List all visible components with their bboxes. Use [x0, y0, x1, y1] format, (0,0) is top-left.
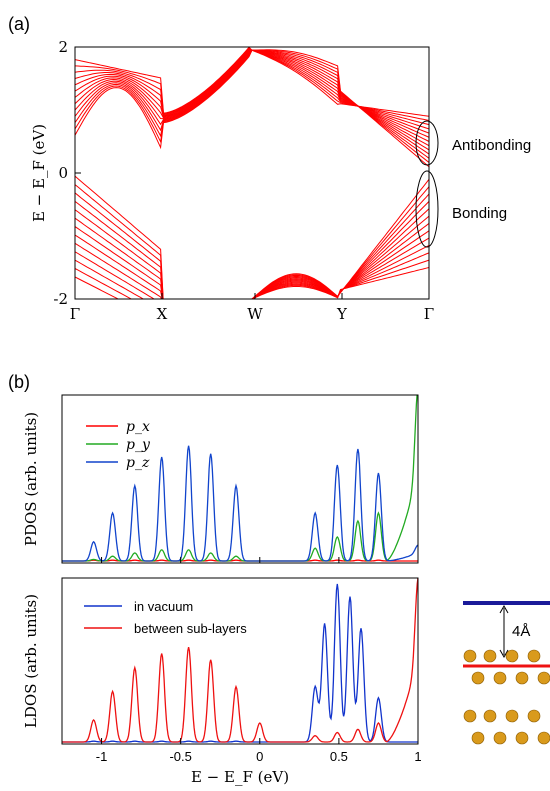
- valence-subband: [75, 223, 429, 299]
- ylabel-a: E − E_F (eV): [30, 124, 48, 222]
- bonding-ellipse: [415, 170, 439, 248]
- atom-sphere: [463, 709, 477, 723]
- legend-label: p_y: [126, 437, 151, 453]
- valence-subband: [75, 215, 429, 299]
- plot-b-axes: -1 -0.5 0 0.5 1 E − E_F (eV) PDOS (arb. units)…: [22, 412, 422, 786]
- valence-subband: [75, 230, 429, 299]
- xtick-label-b: -1: [96, 749, 108, 764]
- atom-sphere: [505, 649, 519, 663]
- panel-a-label: (a): [8, 14, 30, 34]
- atom-sphere: [493, 671, 507, 685]
- xtick-label-b: 0.5: [330, 749, 348, 764]
- conduction-subband: [75, 49, 429, 159]
- series-p-x: [62, 559, 418, 562]
- valence-subband: [75, 252, 429, 299]
- antibonding-label: Antibonding: [452, 137, 531, 154]
- conduction-subband: [75, 47, 429, 121]
- xtick-label-a: Γ: [70, 305, 80, 323]
- conduction-subband: [75, 49, 429, 163]
- ytick-label-a: 0: [58, 164, 68, 182]
- valence-subband: [75, 267, 429, 299]
- valence-subband: [75, 208, 429, 299]
- xtick-label-b: 1: [414, 749, 421, 764]
- atom-sphere: [527, 649, 541, 663]
- conduction-subband: [75, 49, 429, 155]
- atom-sphere: [463, 649, 477, 663]
- conduction-subband: [75, 49, 429, 142]
- xtick-label-a: W: [247, 305, 263, 323]
- conduction-subband: [75, 49, 429, 147]
- atom-sphere: [493, 731, 507, 745]
- ldos-lines: [62, 578, 418, 743]
- pdos-frame: [61, 394, 419, 564]
- atom-sphere: [471, 671, 485, 685]
- atom-sphere: [537, 671, 550, 685]
- bonding-label: Bonding: [452, 205, 507, 222]
- antibonding-ellipse: [415, 120, 439, 166]
- conduction-subband: [75, 49, 429, 138]
- ldos-legend: in vacuum between sub-layers: [84, 599, 247, 636]
- valence-subband: [75, 175, 429, 299]
- legend-label: p_z: [126, 455, 150, 471]
- valence-subband: [75, 192, 429, 299]
- pdos-legend: p_x p_y p_z: [86, 419, 151, 471]
- valence-subband: [75, 237, 429, 299]
- valence-subband: [75, 244, 429, 299]
- ytick-label-a: 2: [58, 38, 68, 56]
- ytick-label-a: -2: [53, 290, 68, 308]
- pdos-lines: [62, 395, 418, 562]
- atom-sphere: [483, 649, 497, 663]
- atom-sphere: [515, 731, 529, 745]
- legend-label: in vacuum: [134, 599, 193, 614]
- legend-label: between sub-layers: [134, 621, 247, 636]
- xtick-label-b: -0.5: [169, 749, 191, 764]
- ylabel-pdos: PDOS (arb. units): [22, 412, 40, 546]
- valence-subband: [75, 184, 429, 299]
- xtick-label-b: 0: [256, 749, 263, 764]
- xtick-label-a: Y: [336, 305, 348, 323]
- distance-label: 4Å: [512, 623, 530, 640]
- atom-sphere: [527, 709, 541, 723]
- atom-sphere: [537, 731, 550, 745]
- panel-b-label: (b): [8, 372, 30, 392]
- xtick-label-a: Γ: [424, 305, 434, 323]
- atom-sphere: [483, 709, 497, 723]
- series-p-z: [62, 445, 418, 562]
- valence-subband: [75, 259, 429, 299]
- structure-inset: 4Å: [463, 601, 550, 745]
- xlabel-b: E − E_F (eV): [191, 768, 289, 786]
- valence-subband: [75, 200, 429, 299]
- ldos-frame: [61, 577, 419, 745]
- conduction-subband: [75, 47, 429, 117]
- legend-label: p_x: [126, 419, 150, 435]
- series-between-sub-layers: [62, 578, 418, 743]
- band-structure-lines: [75, 47, 429, 299]
- ylabel-ldos: LDOS (arb. units): [22, 594, 40, 728]
- atom-sphere: [515, 671, 529, 685]
- xtick-label-a: X: [157, 305, 168, 323]
- atom-sphere: [505, 709, 519, 723]
- atom-sphere: [471, 731, 485, 745]
- plot-a-axes: 20-2Γ X W Y ΓE − E_F (eV): [30, 38, 434, 323]
- conduction-subband: [75, 49, 429, 151]
